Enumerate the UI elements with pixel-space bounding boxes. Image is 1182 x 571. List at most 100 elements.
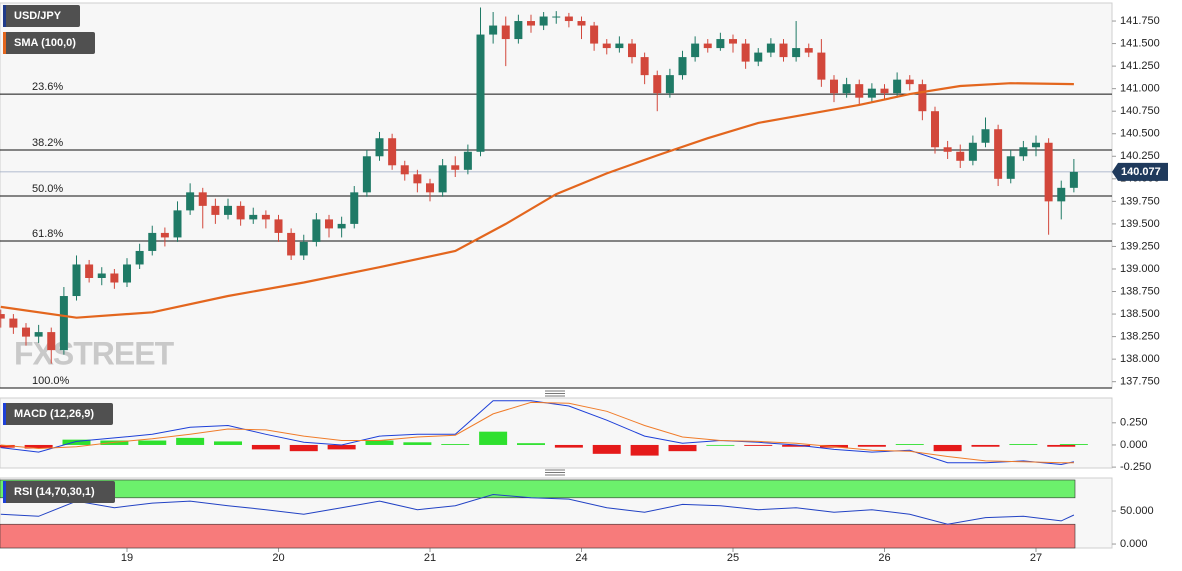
candle-body [325, 219, 334, 229]
candle-body [299, 241, 308, 256]
last-price-box [1112, 162, 1168, 181]
x-tick-label: 24 [575, 552, 587, 564]
candle-body [867, 88, 876, 98]
histogram-bar [24, 444, 53, 449]
candle-body [337, 223, 346, 229]
candle-body [691, 43, 700, 58]
candle-body [678, 57, 687, 76]
legend-box [3, 403, 113, 425]
candle-body [527, 21, 536, 26]
candle-body [287, 232, 296, 256]
x-tick-label: 27 [1030, 552, 1042, 564]
candle-body [842, 84, 851, 94]
y-tick-label: 137.750 [1120, 376, 1160, 388]
candle-body [211, 205, 220, 215]
fib-label: 50.0% [32, 183, 63, 195]
candle-body [577, 21, 586, 26]
rsi-line [0, 493, 1075, 525]
candle-body [350, 192, 359, 224]
x-tick-label: 19 [121, 552, 133, 564]
candle-body [261, 214, 270, 220]
x-tick-label: 26 [878, 552, 890, 564]
candle-body [198, 192, 207, 206]
histogram-bar [327, 444, 356, 450]
candle-body [564, 16, 573, 22]
candle-body [400, 165, 409, 175]
macd-line [0, 401, 1074, 464]
candle-body [451, 165, 460, 170]
y-tick-label: 138.500 [1120, 308, 1160, 320]
candle-body [489, 25, 498, 35]
candle-body [602, 43, 611, 49]
candle-body [590, 25, 599, 44]
y-tick-label: 0.000 [1120, 439, 1148, 451]
legend-text: RSI (14,70,30,1) [14, 486, 95, 498]
histogram-bar [857, 444, 886, 447]
candle-body [47, 332, 56, 351]
histogram-bar [706, 444, 735, 446]
candle-body [817, 52, 826, 80]
fib-label: 23.6% [32, 81, 63, 93]
candle-body [0, 314, 5, 319]
histogram-bar [517, 443, 546, 445]
y-tick-label: 138.250 [1120, 331, 1160, 343]
candle-body [880, 88, 889, 94]
candle-body [981, 129, 990, 143]
candle-body [312, 219, 321, 242]
candle-body [943, 147, 952, 152]
candle-body [956, 151, 965, 161]
candle-body [1019, 147, 1028, 157]
candle-body [9, 318, 18, 328]
candle-body [628, 43, 637, 58]
candle-body [388, 138, 397, 166]
x-tick-label: 25 [727, 552, 739, 564]
candle-body [375, 138, 384, 157]
x-tick-label: 21 [424, 552, 436, 564]
macd-panel [0, 397, 1113, 469]
fib-label: 38.2% [32, 137, 63, 149]
y-tick-label: 141.250 [1120, 60, 1160, 72]
candle-body [224, 205, 233, 215]
candle-body [59, 296, 68, 351]
candle-body [615, 43, 624, 49]
histogram-bar [933, 444, 962, 452]
candle-body [766, 43, 775, 53]
last-price-label: 140.077 [1121, 166, 1161, 178]
fib-label: 61.8% [32, 228, 63, 240]
y-tick-label: 141.750 [1120, 15, 1160, 27]
y-tick-label: 139.500 [1120, 218, 1160, 230]
histogram-bar [441, 444, 470, 445]
histogram-bar [214, 441, 243, 445]
y-tick-label: 50.000 [1120, 505, 1154, 517]
fib-label: 100.0% [32, 375, 70, 387]
sma-line [0, 82, 1074, 319]
candle-body [968, 142, 977, 161]
candle-body [893, 79, 902, 94]
histogram-bar [138, 440, 167, 445]
histogram-bar [0, 444, 15, 448]
candle-body [438, 165, 447, 193]
y-tick-label: 138.750 [1120, 285, 1160, 297]
legend-box [3, 32, 95, 54]
divider-handle [545, 390, 565, 476]
legend-stripe [3, 32, 6, 54]
y-tick-label: 141.500 [1120, 37, 1160, 49]
y-tick-label: -0.250 [1120, 461, 1151, 473]
y-tick-label: 138.000 [1120, 353, 1160, 365]
histogram-bar [1047, 444, 1076, 447]
legend-text: SMA (100,0) [14, 37, 76, 49]
candle-body [552, 16, 561, 18]
histogram-bar [1009, 444, 1038, 445]
candle-body [34, 332, 43, 337]
y-tick-label: 139.000 [1120, 263, 1160, 275]
candle-body [426, 183, 435, 193]
candle-body [173, 210, 182, 238]
oversold-band [0, 523, 1076, 549]
candle-body [123, 264, 132, 283]
overbought-band [0, 479, 1076, 499]
candle-body [72, 264, 81, 297]
candle-body [1044, 142, 1053, 202]
legend-stripe [3, 481, 6, 503]
